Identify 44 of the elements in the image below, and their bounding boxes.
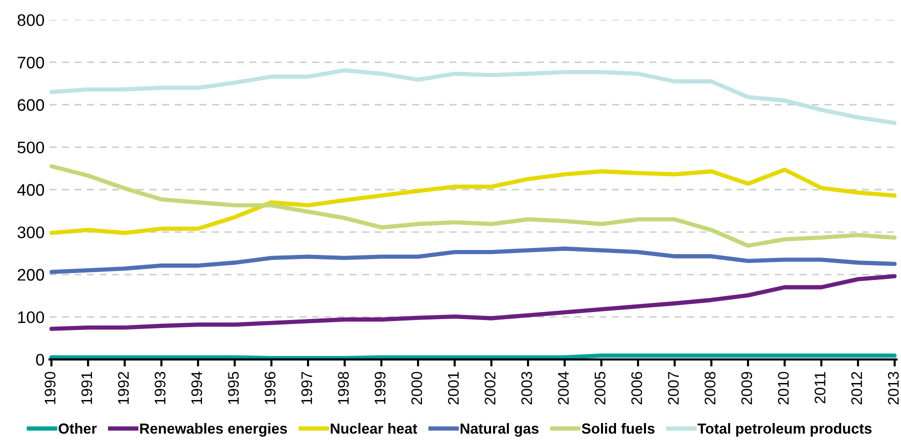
- x-tick-label: 2003: [521, 372, 532, 404]
- y-tick-label: 400: [17, 184, 44, 196]
- x-tick-label: 1990: [44, 372, 56, 404]
- x-tick-label: 1996: [264, 372, 276, 404]
- y-tick-label: 600: [18, 99, 44, 111]
- x-tick-label: 2010: [778, 372, 789, 404]
- y-tick-label: 100: [18, 311, 44, 324]
- x-tick-label: 2009: [741, 372, 752, 404]
- x-tick-label: 1998: [338, 372, 349, 404]
- x-tick-label: 2001: [448, 372, 459, 404]
- x-tick-label: 1993: [154, 372, 166, 404]
- x-tick-label: 2002: [484, 372, 496, 404]
- x-tick-label: 2012: [851, 372, 862, 404]
- legend-label: Total petroleum products: [698, 423, 872, 437]
- x-tick-label: 1991: [81, 372, 92, 404]
- x-tick-label: 2011: [814, 372, 826, 404]
- x-tick-label: 2005: [594, 372, 606, 404]
- line-series: [50, 164, 896, 248]
- x-tick-label: 2004: [558, 372, 569, 404]
- y-tick-label: 500: [18, 142, 44, 154]
- legend-label: Natural gas: [460, 423, 538, 437]
- x-tick-label: 1995: [228, 372, 239, 404]
- x-tick-label: 1999: [374, 372, 386, 404]
- x-tick-label: 2000: [411, 372, 422, 404]
- x-tick-label: 2007: [668, 372, 679, 404]
- x-tick-label: 2008: [704, 372, 716, 404]
- line-series: [50, 274, 896, 331]
- legend-label: Renewables energies: [140, 423, 287, 437]
- legend-label: Solid fuels: [582, 423, 655, 434]
- x-tick-label: 1997: [301, 372, 312, 404]
- line-series: [50, 246, 896, 274]
- x-tick-label: 2006: [631, 372, 642, 404]
- y-tick-label: 700: [18, 56, 44, 68]
- y-tick-label: 800: [18, 14, 44, 26]
- legend-label: Other: [58, 423, 97, 434]
- line-series: [50, 168, 896, 236]
- x-tick-label: 1992: [118, 372, 129, 404]
- x-tick-label: 1994: [191, 372, 202, 404]
- legend-label: Nuclear heat: [330, 423, 418, 434]
- line-series: [50, 68, 896, 126]
- y-tick-label: 300: [18, 226, 44, 238]
- y-tick-label: 200: [18, 268, 44, 281]
- x-tick-label: 2013: [888, 372, 899, 404]
- y-tick-label: 0: [36, 354, 44, 366]
